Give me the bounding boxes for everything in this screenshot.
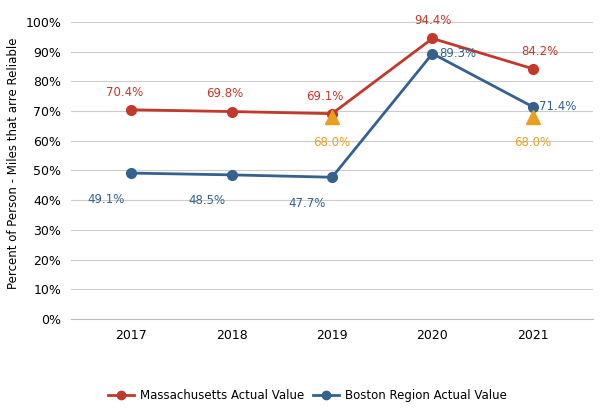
Text: 84.2%: 84.2%	[521, 45, 559, 58]
Text: 69.1%: 69.1%	[307, 90, 344, 103]
Text: 70.4%: 70.4%	[106, 85, 143, 99]
Text: 68.0%: 68.0%	[514, 136, 551, 149]
Text: 48.5%: 48.5%	[188, 194, 225, 207]
Text: 68.0%: 68.0%	[314, 136, 350, 149]
Text: 49.1%: 49.1%	[88, 193, 125, 206]
Y-axis label: Percent of Person - Miles that arre Reliable: Percent of Person - Miles that arre Reli…	[7, 37, 20, 289]
Text: 47.7%: 47.7%	[289, 197, 326, 210]
Text: 71.4%: 71.4%	[539, 100, 577, 113]
Text: 69.8%: 69.8%	[206, 88, 244, 101]
Text: 89.3%: 89.3%	[439, 47, 476, 60]
Text: 94.4%: 94.4%	[414, 14, 451, 27]
